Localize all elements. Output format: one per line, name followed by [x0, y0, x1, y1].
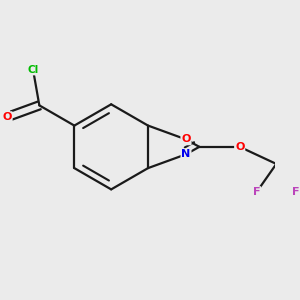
- Text: O: O: [2, 112, 12, 122]
- Text: Cl: Cl: [27, 64, 39, 75]
- Text: O: O: [235, 142, 244, 152]
- Text: N: N: [182, 149, 190, 159]
- Text: O: O: [181, 134, 191, 144]
- Text: F: F: [292, 187, 300, 197]
- Text: F: F: [253, 187, 260, 197]
